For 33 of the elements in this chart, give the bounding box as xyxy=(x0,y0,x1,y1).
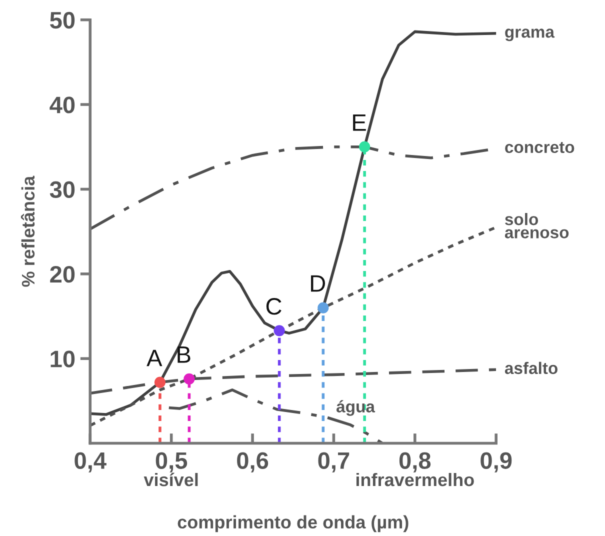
y-tick-label: 10 xyxy=(50,350,75,368)
y-tick-label: 20 xyxy=(50,266,75,283)
text: visível xyxy=(144,472,198,486)
point xyxy=(359,141,370,152)
y-axis-title: % refletância xyxy=(20,176,35,287)
series-label: água xyxy=(336,400,376,416)
y-tick-label: 40 xyxy=(50,96,75,114)
x-axis-title: comprimento de onda (µm) xyxy=(178,515,408,532)
x-tick-label: 0,7 xyxy=(318,452,350,472)
series-label: E xyxy=(353,114,366,131)
point xyxy=(154,376,166,388)
series-label: asfalto xyxy=(504,362,558,374)
text: infravermelho xyxy=(356,472,474,486)
point xyxy=(184,373,195,384)
x-tick-label: 0,9 xyxy=(480,452,512,472)
series-label: grama xyxy=(505,28,555,42)
series-label: solo arenoso xyxy=(504,212,569,238)
series-label: B xyxy=(178,346,190,363)
point xyxy=(318,302,329,314)
line-series xyxy=(90,30,496,416)
line-series xyxy=(168,388,384,444)
series-label: concreto xyxy=(505,142,574,154)
x-tick-label: 0,6 xyxy=(237,452,268,472)
series-label: C xyxy=(266,298,282,315)
point xyxy=(274,325,285,336)
x-tick-label: 0,8 xyxy=(399,452,431,472)
line-series xyxy=(90,226,496,427)
y-tick-label: 30 xyxy=(50,181,75,198)
y-tick-label: 50 xyxy=(50,12,75,29)
x-tick-label: 0,4 xyxy=(74,452,106,472)
series-label: A xyxy=(146,350,162,366)
x-tick-label: 0,5 xyxy=(156,452,188,472)
series-label: D xyxy=(311,275,326,292)
